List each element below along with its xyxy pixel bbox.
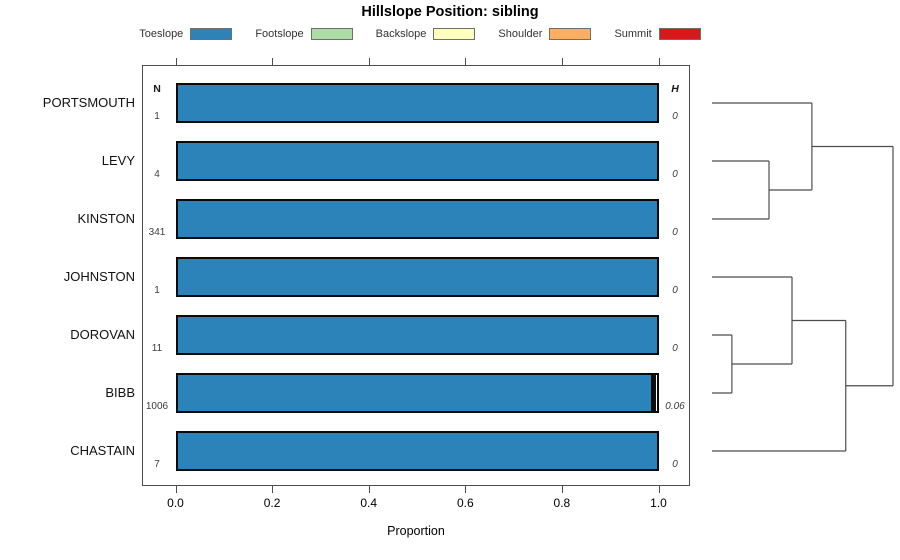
legend-swatch-footslope (310, 28, 353, 40)
plot-panel-border (142, 65, 690, 486)
x-axis-tick-bottom (465, 486, 467, 493)
legend-item-toeslope: Toeslope (139, 28, 233, 40)
bar-portsmouth (175, 83, 659, 123)
x-axis-tick-label: 0.8 (553, 496, 571, 510)
x-axis-tick-bottom (561, 486, 563, 493)
bar-segment-toeslope (177, 201, 657, 237)
bar-chastain (175, 431, 659, 471)
h-value: 0 (672, 111, 678, 122)
h-value: 0 (672, 169, 678, 180)
x-axis-tick-top (175, 58, 177, 65)
x-axis-label: Proportion (387, 524, 445, 538)
bar-segment-toeslope (177, 259, 657, 295)
n-value: 7 (154, 459, 160, 470)
legend-item-summit: Summit (614, 28, 701, 40)
x-axis-tick-label: 0.2 (263, 496, 281, 510)
row-label-chastain: CHASTAIN (70, 443, 135, 458)
h-value: 0 (672, 285, 678, 296)
x-axis-tick-top (465, 58, 467, 65)
bar-segment-toeslope (177, 143, 657, 179)
legend-item-backslope: Backslope (376, 28, 476, 40)
h-value: 0.06 (665, 401, 685, 412)
x-axis-tick-label: 0.4 (360, 496, 378, 510)
legend-swatch-summit (658, 28, 701, 40)
n-value: 11 (151, 343, 163, 354)
h-value: 0 (672, 343, 678, 354)
row-label-kinston: KINSTON (77, 211, 135, 226)
bar-segment-toeslope (177, 433, 657, 469)
x-axis-tick-top (658, 58, 660, 65)
legend-label: Backslope (375, 28, 427, 40)
n-value: 1 (154, 111, 160, 122)
legend-label: Shoulder (498, 28, 543, 40)
row-label-portsmouth: PORTSMOUTH (42, 95, 135, 110)
x-axis-tick-label: 0.0 (167, 496, 184, 510)
legend-swatch-backslope (433, 28, 476, 40)
h-column-header: H (671, 83, 679, 95)
x-axis-tick-bottom (368, 486, 370, 493)
legend-label: Summit (614, 28, 652, 40)
h-value: 0 (672, 459, 678, 470)
n-column-header: N (153, 83, 161, 95)
row-label-levy: LEVY (101, 153, 135, 168)
n-value: 4 (154, 169, 160, 180)
n-value: 341 (148, 227, 166, 238)
x-axis-tick-bottom (658, 486, 660, 493)
legend-item-footslope: Footslope (255, 28, 353, 40)
bar-levy (175, 141, 659, 181)
x-axis-tick-bottom (272, 486, 274, 493)
row-label-bibb: BIBB (105, 385, 135, 400)
bar-johnston (175, 257, 659, 297)
legend-item-shoulder: Shoulder (498, 28, 592, 40)
x-axis-tick-label: 1.0 (650, 496, 667, 510)
bar-segment-toeslope (177, 85, 657, 121)
bar-dorovan (175, 315, 659, 355)
legend-swatch-shoulder (549, 28, 592, 40)
bar-segment-toeslope (177, 317, 657, 353)
bar-bibb (175, 373, 659, 413)
legend: Toeslope Footslope Backslope Shoulder Summit (0, 26, 840, 42)
row-label-dorovan: DOROVAN (70, 327, 135, 342)
legend-label: Toeslope (139, 28, 184, 40)
x-axis-tick-label: 0.6 (456, 496, 474, 510)
legend-label: Footslope (255, 28, 304, 40)
x-axis-tick-top (561, 58, 563, 65)
chart-title: Hillslope Position: sibling (361, 4, 539, 20)
h-value: 0 (672, 227, 678, 238)
legend-swatch-toeslope (190, 28, 233, 40)
x-axis-tick-top (272, 58, 274, 65)
bar-kinston (175, 199, 659, 239)
row-label-johnston: JOHNSTON (63, 269, 135, 284)
x-axis-tick-top (368, 58, 370, 65)
bar-segment-toeslope (177, 375, 652, 411)
x-axis-tick-bottom (175, 486, 177, 493)
bar-segment-other (651, 375, 657, 411)
n-value: 1 (154, 285, 160, 296)
n-value: 1006 (145, 401, 169, 412)
